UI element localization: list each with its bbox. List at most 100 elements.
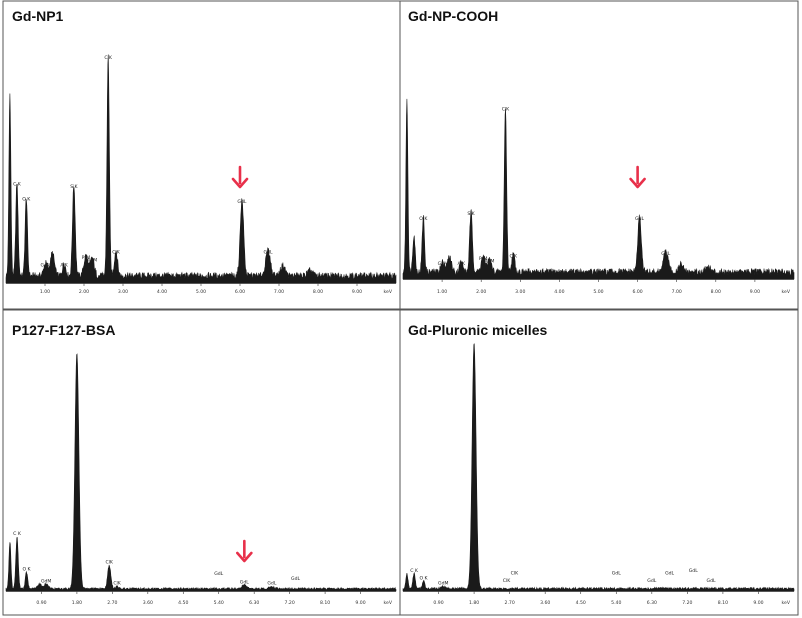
peak-label: GdL <box>214 571 223 577</box>
x-tick-label: 3.00 <box>515 289 525 295</box>
spectrum-trace <box>402 343 795 592</box>
peak-label: GdL <box>707 578 716 584</box>
x-tick-label: 5.40 <box>611 600 621 606</box>
panel-title: Gd-Pluronic micelles <box>408 322 547 338</box>
peak-label: ClK <box>510 254 518 260</box>
x-tick-label: 7.20 <box>285 600 295 606</box>
panel-title: P127-F127-BSA <box>12 322 116 338</box>
peak-label: ClK <box>113 581 121 587</box>
highlight-arrow <box>236 539 253 563</box>
x-tick-label: 2.00 <box>476 289 486 295</box>
peak-label: C K <box>410 568 419 574</box>
peak-label: ClK <box>105 559 113 565</box>
x-tick-label: 7.00 <box>274 289 284 295</box>
peak-label: PtM <box>479 256 488 262</box>
x-tick-label: 6.00 <box>632 289 642 295</box>
highlight-arrow <box>629 165 646 189</box>
peak-label: GdL <box>635 216 644 222</box>
panel-p127-f127-bsa: P127-F127-BSA C K O K GdM ClK ClK GdL GdL GdL Gd… <box>2 309 401 616</box>
x-unit-label: keV <box>384 600 393 606</box>
spectrum-trace <box>5 353 397 592</box>
peak-label: GdM <box>41 578 51 584</box>
x-tick-label: 9.00 <box>355 600 365 606</box>
peak-label: SiK <box>70 184 78 190</box>
x-tick-label: 5.00 <box>196 289 206 295</box>
x-tick-label: 7.00 <box>672 289 682 295</box>
x-tick-label: 8.00 <box>711 289 721 295</box>
x-tick-label: 7.20 <box>682 600 692 606</box>
peak-label: AlK <box>60 262 68 268</box>
panel-frame <box>399 0 799 310</box>
x-tick-label: 4.00 <box>157 289 167 295</box>
x-tick-label: 5.00 <box>593 289 603 295</box>
peak-label: AuM <box>484 259 494 265</box>
x-unit-label: keV <box>782 600 791 606</box>
x-tick-label: 6.00 <box>235 289 245 295</box>
peak-label: GdL <box>264 250 273 256</box>
x-tick-label: 5.40 <box>214 600 224 606</box>
peak-label: C K <box>13 531 22 537</box>
x-unit-label: keV <box>782 289 791 295</box>
peak-label: AlK <box>458 261 466 267</box>
peak-label: GdL <box>291 576 300 582</box>
x-tick-label: 6.30 <box>249 600 259 606</box>
peak-label: O K <box>419 216 428 222</box>
peak-label: GdL <box>237 199 246 205</box>
x-tick-label: 1.00 <box>40 289 50 295</box>
peak-label: GdM <box>438 580 448 586</box>
peak-label: AuM <box>87 257 97 263</box>
peak-label: O K <box>419 575 428 581</box>
spectrum-trace <box>402 98 795 280</box>
peak-label: GdL <box>647 578 656 584</box>
x-tick-label: 2.70 <box>505 600 515 606</box>
panel-frame <box>399 309 799 616</box>
highlight-arrow <box>231 165 249 189</box>
peak-label: GdL <box>689 568 698 574</box>
peak-label: GdL <box>661 251 670 257</box>
peak-label: ClK <box>502 107 510 113</box>
x-unit-label: keV <box>384 289 393 295</box>
x-tick-label: 9.00 <box>750 289 760 295</box>
x-tick-label: 9.00 <box>352 289 362 295</box>
peak-label: GdL <box>240 579 249 585</box>
peak-label: ClK <box>104 55 112 61</box>
x-tick-label: 3.60 <box>540 600 550 606</box>
peak-label: SiK <box>467 211 475 217</box>
peak-label: ClK <box>112 250 120 256</box>
peak-label: GdM <box>41 262 51 268</box>
x-tick-label: 3.00 <box>118 289 128 295</box>
peak-label: ClK <box>511 570 519 576</box>
x-tick-label: 1.80 <box>72 600 82 606</box>
x-tick-label: 9.00 <box>753 600 763 606</box>
x-tick-label: 8.10 <box>320 600 330 606</box>
peak-label: GdL <box>612 570 621 576</box>
panel-title: Gd-NP1 <box>12 8 64 24</box>
x-tick-label: 8.00 <box>313 289 323 295</box>
peak-label: GdL <box>306 270 315 276</box>
peak-label: GdL <box>267 581 276 587</box>
x-tick-label: 3.60 <box>143 600 153 606</box>
peak-label: O K <box>22 197 31 203</box>
x-tick-label: 4.50 <box>178 600 188 606</box>
x-tick-label: 1.00 <box>437 289 447 295</box>
x-tick-label: 4.50 <box>576 600 586 606</box>
x-tick-label: 4.00 <box>554 289 564 295</box>
peak-label: GdL <box>665 570 674 576</box>
x-tick-label: 1.80 <box>469 600 479 606</box>
spectrum-trace <box>5 54 397 284</box>
x-tick-label: 6.30 <box>647 600 657 606</box>
peak-label: PtM <box>82 255 91 261</box>
x-tick-label: 2.70 <box>107 600 117 606</box>
panel-title: Gd-NP-COOH <box>408 8 498 24</box>
peak-label: GdL <box>703 266 712 272</box>
x-tick-label: 0.90 <box>433 600 443 606</box>
peak-label: C K <box>13 181 22 187</box>
peak-label: ClK <box>503 578 511 584</box>
x-tick-label: 8.10 <box>718 600 728 606</box>
peak-label: O K <box>22 566 31 572</box>
peak-label: GdM <box>438 261 448 267</box>
